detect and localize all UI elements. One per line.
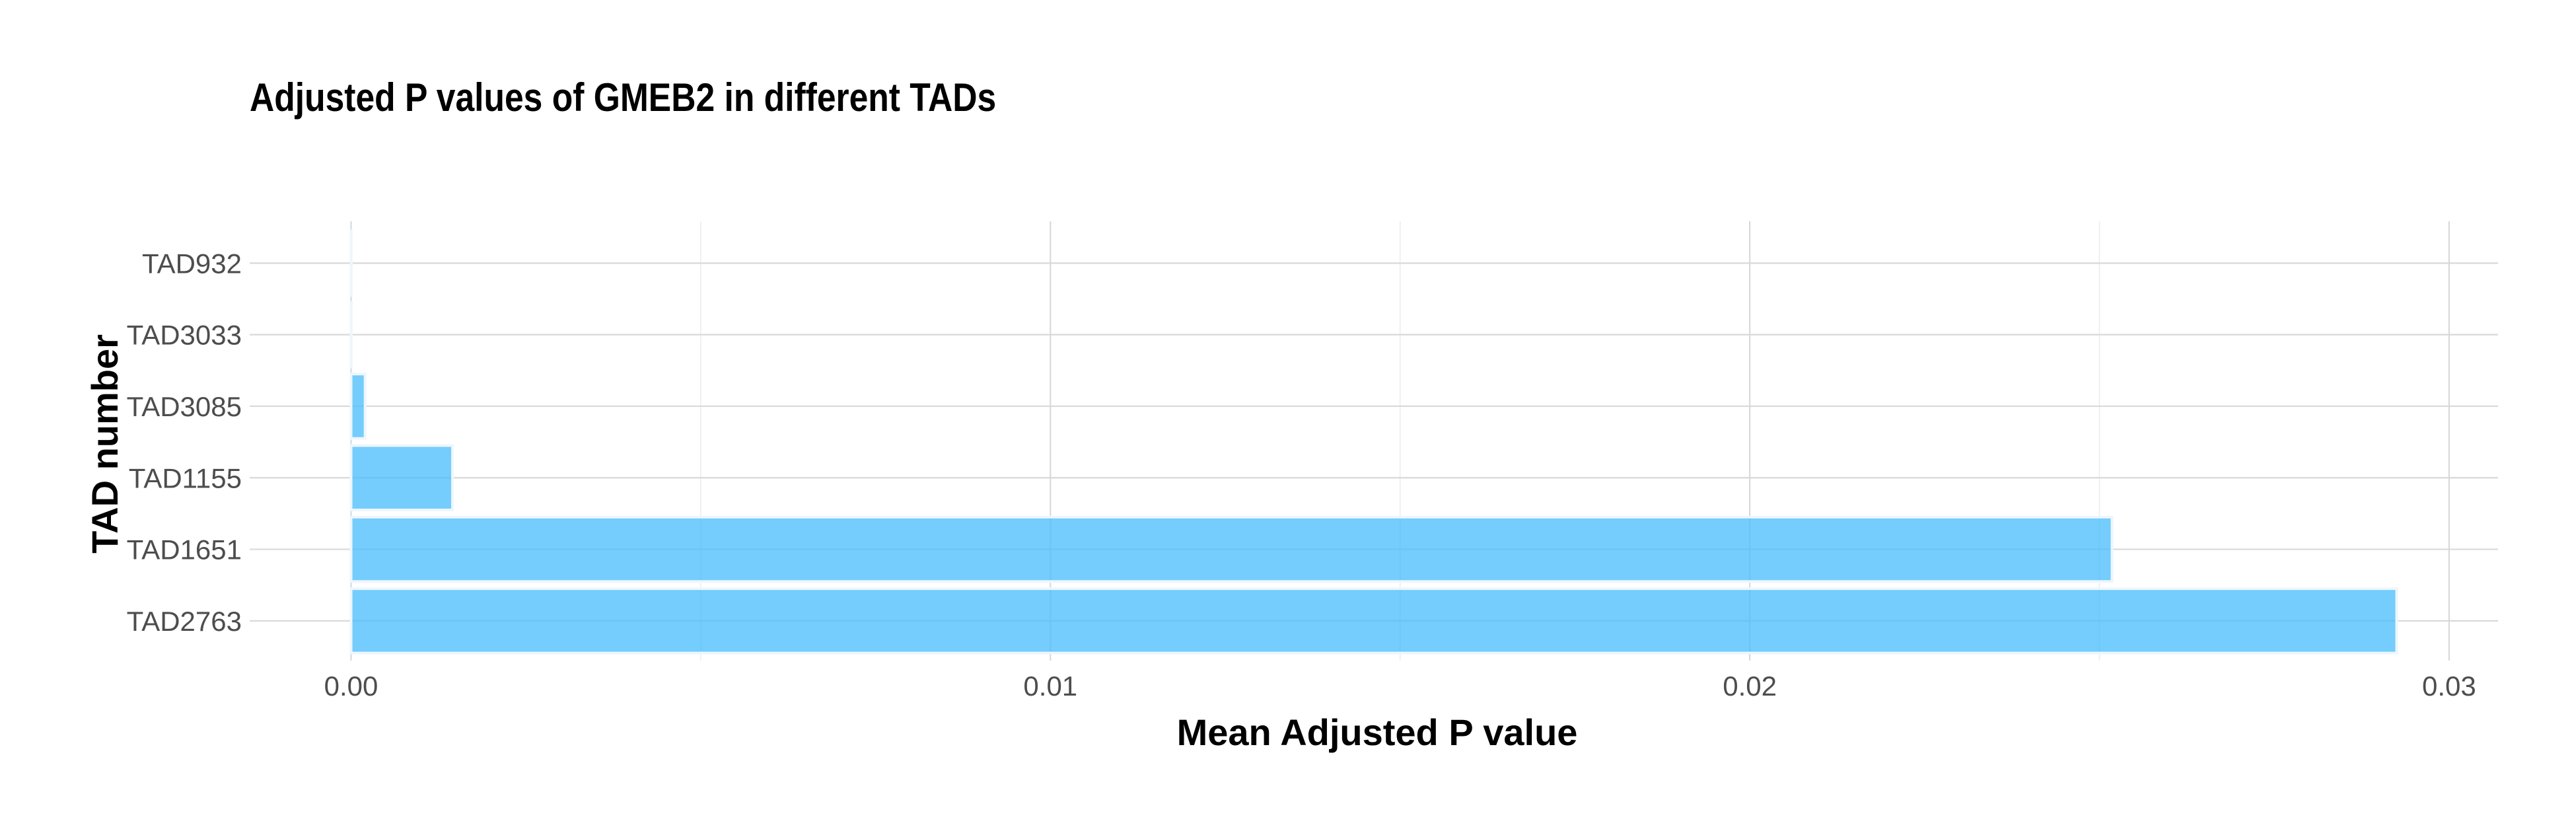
y-tick-label: TAD2763 xyxy=(127,606,242,637)
y-tick-label: TAD3033 xyxy=(127,320,242,351)
bar-tad3085 xyxy=(349,373,367,440)
y-tick-label: TAD1651 xyxy=(127,534,242,565)
bar-tad2763 xyxy=(349,587,2398,655)
bars xyxy=(349,229,2398,655)
bar-tad3033 xyxy=(349,301,353,369)
y-tick-label: TAD1155 xyxy=(129,462,242,493)
bar-tad932 xyxy=(349,229,353,297)
x-axis-label: Mean Adjusted P value xyxy=(1177,711,1578,753)
y-axis-label: TAD number xyxy=(84,334,125,554)
x-tick-label: 0.02 xyxy=(1723,670,1777,702)
x-tick-label: 0.03 xyxy=(2422,670,2476,702)
y-tick-label: TAD932 xyxy=(142,248,242,279)
bar-tad1155 xyxy=(349,444,454,511)
y-tick-labels: TAD2763 TAD1651 TAD1155 TAD3085 TAD3033 TAD93… xyxy=(127,248,242,637)
x-tick-label: 0.00 xyxy=(324,670,378,702)
x-tick-label: 0.01 xyxy=(1023,670,1077,702)
x-tick-labels: 0.00 0.01 0.02 0.03 xyxy=(324,670,2476,702)
bar-tad1651 xyxy=(349,515,2114,583)
y-tick-label: TAD3085 xyxy=(127,391,242,422)
chart-title: Adjusted P values of GMEB2 in different … xyxy=(250,75,996,120)
